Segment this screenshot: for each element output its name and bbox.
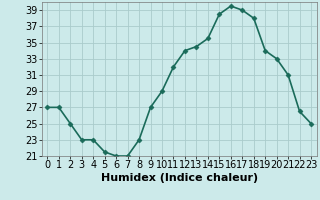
X-axis label: Humidex (Indice chaleur): Humidex (Indice chaleur) [100,173,258,183]
